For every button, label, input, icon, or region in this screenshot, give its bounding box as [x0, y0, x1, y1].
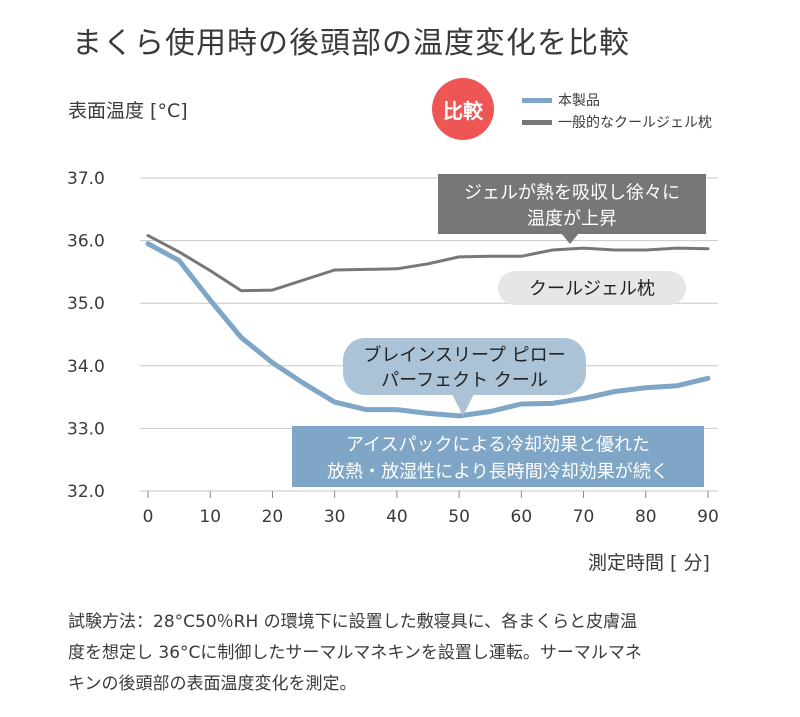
product-label-callout-text: パーフェクト クール [381, 370, 548, 391]
y-tick-label: 35.0 [67, 294, 105, 314]
test-method-note: 試験方法：28°C50％RH の環境下に設置した敷寝具に、各まくらと皮膚温 度を… [68, 607, 728, 700]
x-tick-label: 80 [635, 507, 657, 527]
legend-swatch-gel [522, 119, 552, 125]
gel-effect-callout [438, 174, 706, 234]
y-tick-label: 34.0 [67, 357, 105, 377]
x-axis-label: 測定時間 [ 分] [588, 552, 710, 574]
series-line-product [145, 241, 711, 419]
legend-label-product: 本製品 [558, 93, 600, 109]
y-tick-label: 36.0 [67, 232, 105, 252]
legend-swatch-product [522, 97, 552, 103]
legend-label-gel: 一般的なクールジェル枕 [558, 115, 712, 131]
product-label-callout-text: ブレインスリープ ピロー [363, 344, 565, 366]
product-effect-callout-text: アイスパックによる冷却効果と優れた [346, 435, 650, 456]
y-tick-label: 37.0 [67, 169, 105, 189]
legend-item-gel: 一般的なクールジェル枕 [522, 111, 712, 133]
x-tick-label: 70 [573, 507, 595, 527]
y-tick-label: 33.0 [67, 419, 105, 439]
gel-effect-callout-pointer [561, 233, 579, 244]
note-line: キンの後頭部の表面温度変化を測定。 [68, 674, 357, 694]
note-line: 度を想定し 36°Cに制御したサーマルマネキンを設置し運転。サーマルマネ [68, 643, 642, 663]
x-tick-label: 30 [324, 507, 346, 527]
gel-label-callout-text: クールジェル枕 [529, 279, 655, 300]
x-tick-label: 10 [199, 507, 221, 527]
comparison-badge: 比較 [432, 78, 494, 140]
product-effect-callout-text: 放熱・放湿性により長時間冷却効果が続く [327, 462, 669, 483]
chart-legend: 本製品 一般的なクールジェル枕 [522, 89, 712, 133]
x-tick-label: 40 [386, 507, 408, 527]
x-tick-label: 50 [448, 507, 470, 527]
gel-label-callout [498, 271, 686, 305]
product-label-callout [343, 338, 586, 395]
product-label-callout-pointer [452, 394, 474, 416]
note-line: 試験方法：28°C50％RH の環境下に設置した敷寝具に、各まくらと皮膚温 [68, 612, 638, 632]
product-effect-callout [292, 426, 704, 487]
series-line-gel [146, 234, 710, 293]
y-axis-label: 表面温度 [°C] [68, 100, 188, 122]
x-tick-label: 90 [697, 507, 719, 527]
page-title: まくら使用時の後頭部の温度変化を比較 [72, 26, 630, 61]
gel-effect-callout-text: ジェルが熱を吸収し徐々に [464, 182, 680, 203]
x-tick-label: 60 [511, 507, 533, 527]
legend-item-product: 本製品 [522, 89, 712, 111]
x-tick-label: 20 [262, 507, 284, 527]
y-tick-label: 32.0 [67, 482, 105, 502]
x-tick-label: 0 [143, 507, 154, 527]
gel-effect-callout-text: 温度が上昇 [527, 208, 617, 229]
